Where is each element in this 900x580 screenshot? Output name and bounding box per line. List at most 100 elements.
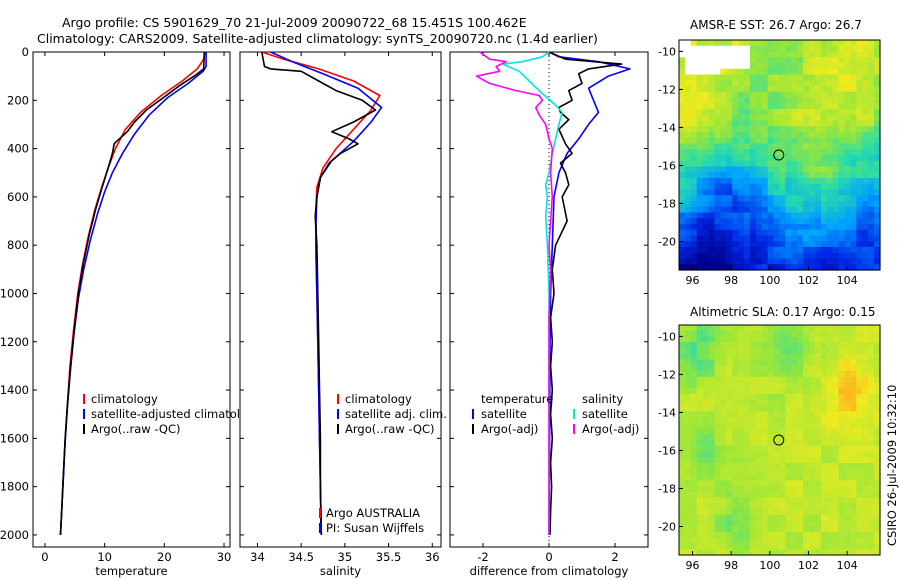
sla_map-cell (809, 497, 816, 504)
sst_map-cell (761, 172, 769, 179)
sla_map-cell (714, 365, 721, 372)
sst_map-cell (761, 97, 769, 104)
sst_map-cell (679, 68, 686, 76)
sst_map-cell (749, 114, 757, 122)
sla_map-cell (708, 468, 716, 476)
sla_map-cell (874, 428, 881, 435)
sst_map-cell (809, 57, 816, 64)
sst_map-cell (844, 247, 852, 254)
sst_map-cell (744, 229, 751, 237)
sla_map-cell (714, 463, 721, 470)
sst_map-cell (850, 172, 857, 179)
sla_map-cell (773, 468, 781, 476)
sla_map-cell (744, 382, 751, 389)
sla_map-cell (714, 491, 721, 499)
sla_map-cell (696, 405, 704, 412)
sla_map-cell (767, 497, 775, 504)
figure-title-line2: Climatology: CARS2009. Satellite-adjuste… (37, 31, 598, 46)
sla_map-cell (832, 348, 840, 355)
difference-xlabel: difference from climatology (470, 564, 629, 578)
sst_map-cell (850, 74, 857, 81)
sst_map-cell (726, 247, 733, 254)
sst_map-cell (844, 143, 852, 150)
sla_map-cell (809, 509, 816, 516)
sla_map-cell (726, 399, 733, 407)
sla_map-cell (809, 417, 816, 424)
sst_map-cell (838, 45, 846, 53)
sla_map-cell (868, 457, 875, 464)
sst_map-cell (797, 172, 804, 179)
sst_map-cell (720, 74, 727, 81)
sst_map-cell (779, 63, 787, 70)
sst_map-cell (749, 143, 757, 150)
sst_map-cell (856, 68, 863, 76)
sla_map-cell (690, 336, 698, 343)
sla_map-cell (868, 411, 875, 418)
sst_map-cell (773, 160, 781, 168)
sla_map-cell (726, 422, 733, 430)
sst_map-cell (708, 45, 716, 53)
sst_map-cell (749, 183, 757, 191)
sla_map-cell (761, 330, 769, 338)
sla_map-cell (785, 342, 792, 349)
sst_map-cell (679, 229, 686, 237)
sst_map-cell (791, 183, 798, 191)
sla_map-cell (720, 532, 727, 539)
sla_map-cell (732, 348, 739, 355)
sst_map-cell (714, 143, 721, 150)
sst_map-cell (850, 195, 857, 202)
sla_map-cell (684, 422, 692, 430)
sst_map-cell (868, 264, 875, 271)
sla_map-cell (791, 376, 798, 384)
sla_map-cell (791, 451, 798, 458)
sla_map-cell (838, 365, 846, 372)
sst_map-cell (732, 103, 739, 110)
sst_map-cell (714, 74, 721, 81)
sst_map-cell (868, 132, 875, 139)
sst_map-cell (809, 132, 816, 139)
sst_map-cell (779, 68, 787, 76)
sst_map-cell (708, 132, 716, 139)
sst_map-cell (708, 241, 716, 248)
sla_map-cell (820, 463, 828, 470)
sst_map-cell (862, 258, 869, 265)
sla_map-cell (767, 474, 775, 481)
sla_map-cell (767, 509, 775, 516)
sst_map-cell (738, 109, 745, 116)
sst_map-cell (690, 201, 698, 208)
sla_map-cell (738, 376, 745, 384)
sst_map-cell (767, 212, 775, 219)
sla_map-cell (720, 463, 727, 470)
sla_map-cell (702, 543, 710, 550)
sst_map-cell (856, 91, 863, 99)
sst_map-cell (856, 120, 863, 127)
sla_map-cell (714, 445, 721, 453)
sla_map-cell (696, 543, 704, 550)
sla_map-cell (856, 451, 863, 458)
sla_map-cell (820, 359, 828, 366)
sst_map-cell (679, 183, 686, 191)
sla_map-cell (714, 428, 721, 435)
sla_map-cell (684, 480, 692, 487)
sst_map-cell (779, 80, 787, 87)
sla_map-cell (862, 451, 869, 458)
sst_map-cell (755, 229, 763, 237)
sst_map-cell (714, 235, 721, 242)
sla_map-cell (797, 440, 804, 447)
sst_map-cell (820, 235, 828, 242)
sla_map-cell (844, 353, 852, 361)
sst_map-cell (797, 97, 804, 104)
sst_map-cell (749, 137, 757, 145)
sla_map-cell (755, 353, 763, 361)
sla_map-cell (814, 376, 822, 384)
sla_map-cell (744, 371, 751, 378)
sst_map-cell (684, 166, 692, 173)
sst_map-cell (702, 247, 710, 254)
sst_map-cell (874, 212, 881, 219)
sla_map-cell (868, 474, 875, 481)
sst_map-cell (809, 235, 816, 242)
sla_map-cell (814, 509, 822, 516)
sst_map-cell (726, 201, 733, 208)
sla_map-cell (684, 503, 692, 510)
sla_map-cell (791, 359, 798, 366)
